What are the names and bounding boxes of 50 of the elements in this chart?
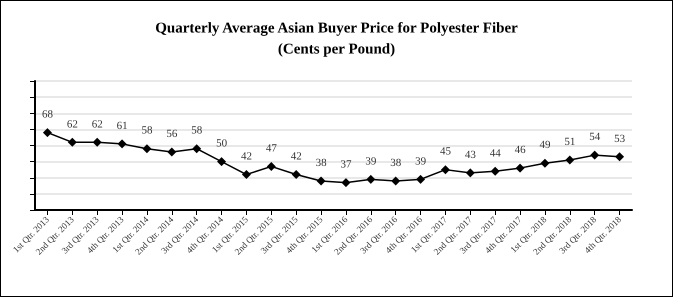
data-label: 58 xyxy=(191,124,203,137)
data-label: 42 xyxy=(290,150,302,163)
data-label: 47 xyxy=(266,142,278,154)
data-label: 54 xyxy=(589,131,601,144)
point xyxy=(92,138,102,147)
point xyxy=(217,157,226,166)
point xyxy=(192,144,202,154)
data-label: 49 xyxy=(539,139,551,152)
point xyxy=(516,164,525,173)
point xyxy=(142,144,152,154)
point xyxy=(167,147,176,156)
data-label: 38 xyxy=(316,156,328,169)
data-label: 39 xyxy=(365,155,377,168)
point xyxy=(466,168,475,178)
data-label: 68 xyxy=(42,108,54,121)
data-label: 37 xyxy=(340,158,352,171)
point xyxy=(490,166,500,176)
data-label: 62 xyxy=(66,118,78,130)
point xyxy=(341,178,350,188)
data-label: 38 xyxy=(390,156,402,169)
chart-subtitle: (Cents per Pound) xyxy=(278,42,396,58)
data-label: 58 xyxy=(141,124,153,137)
point xyxy=(391,176,400,186)
point xyxy=(242,170,251,180)
point xyxy=(292,170,301,180)
data-label: 61 xyxy=(116,120,128,132)
data-label: 50 xyxy=(216,138,228,150)
data-label: 53 xyxy=(614,132,626,145)
data-label: 42 xyxy=(240,150,252,163)
point xyxy=(68,138,77,147)
data-label: 39 xyxy=(415,155,427,168)
data-label: 43 xyxy=(464,148,476,161)
point xyxy=(416,174,426,184)
data-label: 46 xyxy=(514,144,526,156)
point xyxy=(42,128,52,138)
point xyxy=(440,165,450,174)
point xyxy=(366,174,376,184)
data-label: 62 xyxy=(92,118,103,130)
point xyxy=(565,156,574,165)
data-label: 45 xyxy=(440,146,452,158)
point xyxy=(316,176,326,186)
point xyxy=(615,152,624,162)
data-label: 56 xyxy=(166,128,178,140)
point xyxy=(118,139,127,148)
chart-title: Quarterly Average Asian Buyer Price for Polyester Fiber xyxy=(155,20,518,36)
data-label: 51 xyxy=(564,136,576,148)
data-label: 44 xyxy=(490,147,502,160)
point xyxy=(266,162,276,171)
point xyxy=(540,158,550,168)
point xyxy=(590,150,600,160)
